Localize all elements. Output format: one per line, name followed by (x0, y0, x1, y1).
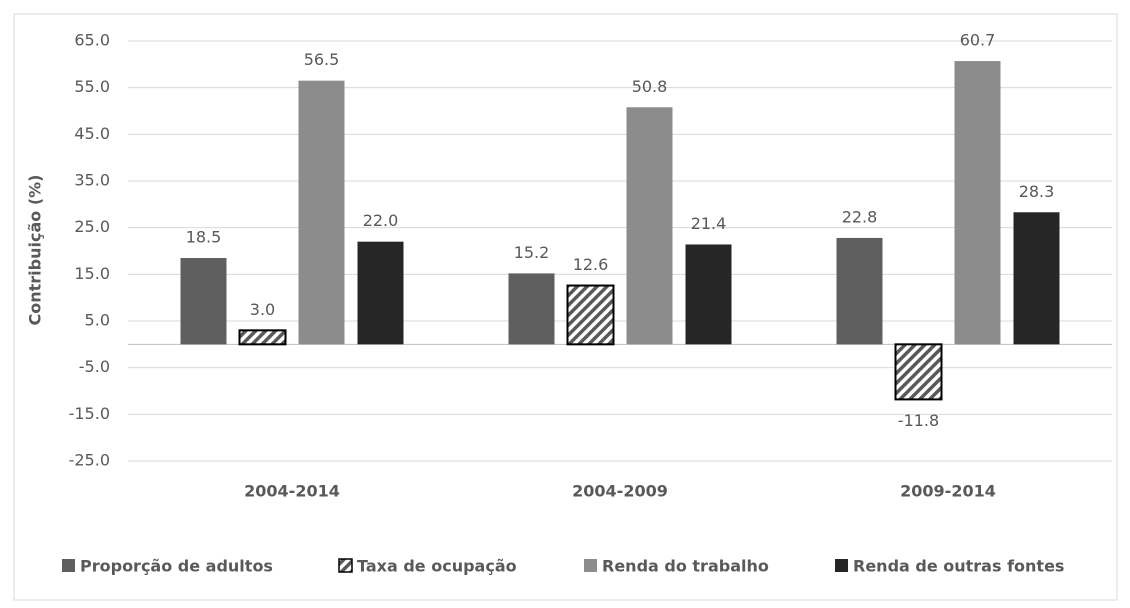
data-label: 22.0 (363, 211, 399, 230)
legend-swatch (338, 558, 353, 573)
data-label: 18.5 (186, 228, 222, 247)
y-tick-label: -5.0 (79, 357, 110, 376)
legend-label: Proporção de adultos (80, 557, 273, 576)
y-tick-label: 15.0 (74, 264, 110, 283)
data-label: 15.2 (514, 243, 550, 262)
x-tick-label: 2004-2014 (244, 482, 340, 501)
y-tick-label: 5.0 (85, 311, 110, 330)
bar (954, 61, 1001, 345)
bar (566, 284, 615, 346)
data-label: 50.8 (632, 77, 668, 96)
y-tick-label: -15.0 (69, 404, 110, 423)
y-tick-label: 65.0 (74, 31, 110, 50)
data-label: 60.7 (960, 31, 996, 50)
y-tick-label: -25.0 (69, 451, 110, 470)
data-label: 21.4 (691, 214, 727, 233)
data-label: 56.5 (304, 50, 340, 69)
y-tick-label: 45.0 (74, 124, 110, 143)
x-tick-label: 2004-2009 (572, 482, 668, 501)
data-label: -11.8 (898, 411, 939, 430)
bar (298, 80, 345, 345)
bar (238, 329, 287, 346)
legend-swatch (584, 559, 597, 572)
bar (180, 258, 227, 345)
legend-label: Taxa de ocupação (357, 557, 517, 576)
legend-swatch (835, 559, 848, 572)
data-label: 12.6 (573, 255, 609, 274)
data-label: 22.8 (842, 207, 878, 226)
y-tick-label: 55.0 (74, 77, 110, 96)
data-label: 28.3 (1019, 182, 1055, 201)
legend-label: Renda do trabalho (602, 557, 769, 576)
y-axis-label: Contribuição (%) (26, 175, 45, 326)
bar (1013, 212, 1060, 345)
bar (357, 241, 404, 345)
bar (836, 237, 883, 345)
legend-label: Renda de outras fontes (853, 557, 1064, 576)
chart-border (13, 13, 1118, 601)
bar (685, 244, 732, 345)
data-label: 3.0 (250, 300, 275, 319)
x-tick-label: 2009-2014 (900, 482, 996, 501)
y-tick-label: 25.0 (74, 217, 110, 236)
bar (894, 343, 943, 401)
bar (626, 107, 673, 345)
y-tick-label: 35.0 (74, 171, 110, 190)
legend-swatch (62, 559, 75, 572)
bar (508, 273, 555, 345)
